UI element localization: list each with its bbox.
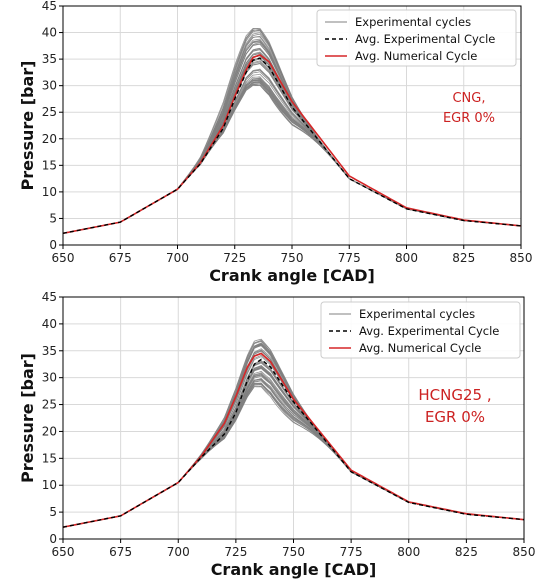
legend: Experimental cycles Avg. Experimental Cyc…: [316, 9, 517, 67]
x-tick-label: 650: [52, 545, 75, 559]
x-tick-label: 800: [397, 545, 420, 559]
x-tick-label: 725: [224, 545, 247, 559]
y-tick-label: 40: [42, 317, 57, 331]
x-tick-label: 825: [455, 545, 478, 559]
y-tick-label: 5: [49, 211, 57, 225]
tick-labels: 650 675 700 725 750 775 800 825 850 0 5 10 15 20 25 30 3…: [42, 0, 533, 265]
legend-label: Avg. Numerical Cycle: [359, 341, 481, 355]
legend-box: [316, 9, 517, 67]
avg-experimental-cycle-line: [63, 57, 521, 235]
x-tick-label: 725: [223, 251, 246, 265]
x-tick-label: 850: [513, 545, 536, 559]
x-tick-label: 750: [282, 545, 305, 559]
y-tick-label: 45: [42, 290, 57, 304]
x-axis-title: Crank angle [CAD]: [209, 266, 375, 285]
y-tick-label: 15: [42, 158, 57, 172]
x-tick-label: 700: [167, 545, 190, 559]
chart-annotation: EGR 0%: [443, 111, 495, 126]
x-tick-label: 700: [166, 251, 189, 265]
x-tick-label: 775: [340, 545, 363, 559]
x-tick-label: 825: [452, 251, 475, 265]
avg-experimental-cycle-line: [63, 358, 524, 528]
y-tick-label: 20: [42, 132, 57, 146]
x-tick-label: 675: [109, 251, 132, 265]
legend-label: Avg. Experimental Cycle: [355, 32, 495, 46]
x-tick-label: 675: [109, 545, 132, 559]
chart-hcng25: 650 675 700 725 750 775 800 825 850 0 5 10 15 20 25 30 3…: [0, 290, 560, 580]
plot-area: [63, 27, 521, 235]
chart-cng-svg: 650 675 700 725 750 775 800 825 850 0 5 10 15 20 25 30 3…: [18, 0, 533, 285]
y-tick-label: 30: [42, 79, 57, 93]
y-tick-label: 35: [42, 52, 57, 66]
x-tick-label: 850: [510, 251, 533, 265]
chart-annotation: CNG,: [452, 91, 485, 106]
x-tick-label: 775: [338, 251, 361, 265]
chart-annotation: EGR 0%: [425, 408, 485, 426]
y-tick-label: 45: [42, 0, 57, 13]
y-tick-label: 20: [42, 424, 57, 438]
legend-box: [320, 301, 521, 359]
x-tick-label: 800: [395, 251, 418, 265]
y-tick-label: 25: [42, 398, 57, 412]
y-tick-label: 25: [42, 105, 57, 119]
chart-cng: 650 675 700 725 750 775 800 825 850 0 5 10 15 20 25 30 3…: [18, 0, 533, 285]
y-tick-label: 0: [49, 532, 57, 546]
y-tick-label: 10: [42, 478, 57, 492]
y-tick-label: 10: [42, 185, 57, 199]
legend-label: Experimental cycles: [359, 307, 475, 321]
y-tick-label: 5: [49, 505, 57, 519]
chart-annotation: HCNG25 ,: [418, 386, 491, 404]
legend-label: Avg. Numerical Cycle: [355, 49, 477, 63]
plot-area: [63, 338, 524, 528]
x-axis-title: Crank angle [CAD]: [211, 560, 377, 579]
legend-label: Avg. Experimental Cycle: [359, 324, 499, 338]
y-tick-label: 40: [42, 26, 57, 40]
y-axis-title: Pressure [bar]: [18, 61, 37, 191]
y-tick-label: 0: [49, 238, 57, 252]
y-axis-title: Pressure [bar]: [18, 353, 37, 483]
y-tick-label: 35: [42, 344, 57, 358]
x-tick-label: 750: [281, 251, 304, 265]
y-tick-label: 30: [42, 371, 57, 385]
tick-labels: 650 675 700 725 750 775 800 825 850 0 5 10 15 20 25 30 3…: [42, 290, 536, 559]
legend: Experimental cycles Avg. Experimental Cyc…: [320, 301, 521, 359]
y-tick-label: 15: [42, 451, 57, 465]
chart-hcng25-svg: 650 675 700 725 750 775 800 825 850 0 5 10 15 20 25 30 3…: [18, 290, 536, 579]
x-tick-label: 650: [52, 251, 75, 265]
legend-label: Experimental cycles: [355, 15, 471, 29]
